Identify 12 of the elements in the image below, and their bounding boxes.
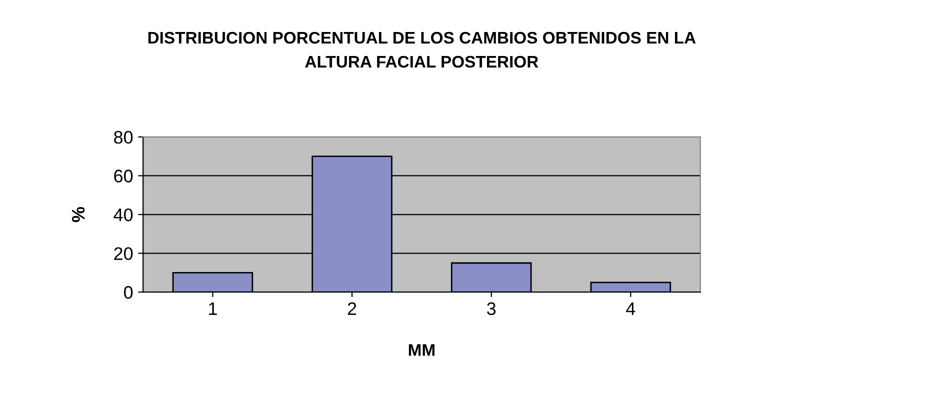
y-tick-label: 20	[114, 247, 133, 260]
chart-title: DISTRIBUCION PORCENTUAL DE LOS CAMBIOS OBTENIDOS EN LA ALTURA FACIAL POSTERIOR	[148, 32, 696, 68]
x-tick-label: 3	[487, 302, 496, 316]
x-axis-title: MM	[408, 344, 434, 356]
x-tick-label: 4	[626, 302, 636, 315]
y-axis-title: %	[72, 206, 85, 222]
x-tick-label: 2	[348, 302, 356, 315]
x-tick-label: 1	[209, 302, 217, 315]
y-tick-label: 80	[114, 130, 133, 144]
y-tick-label: 60	[114, 170, 133, 182]
y-tick-label: 0	[124, 286, 133, 299]
y-tick-label: 40	[114, 208, 133, 222]
